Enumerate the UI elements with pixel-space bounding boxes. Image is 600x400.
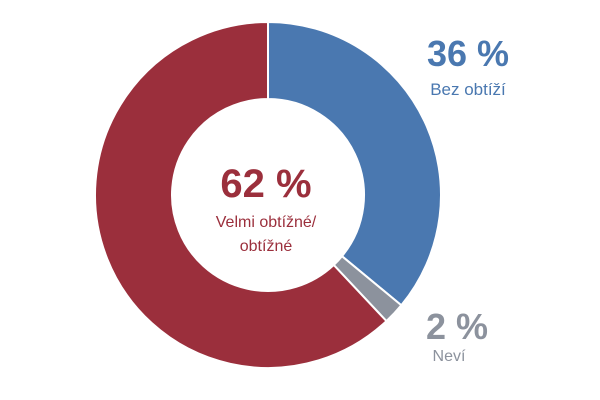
slice-label-velmi-obtizne-line1: Velmi obtížné/: [216, 214, 317, 231]
slice-label-velmi-obtizne-line2: obtížné: [240, 238, 293, 255]
donut-slice-velmi-obtizne: [94, 20, 388, 369]
slice-percent-velmi-obtizne: 62 %: [220, 162, 311, 206]
donut-slice-bez-obtizi: [267, 20, 442, 307]
slice-label-bez-obtizi: Bez obtíží: [430, 80, 506, 99]
slice-percent-nevi: 2 %: [426, 306, 488, 347]
slice-label-nevi: Neví: [433, 348, 466, 365]
slice-percent-bez-obtizi: 36 %: [427, 33, 509, 74]
